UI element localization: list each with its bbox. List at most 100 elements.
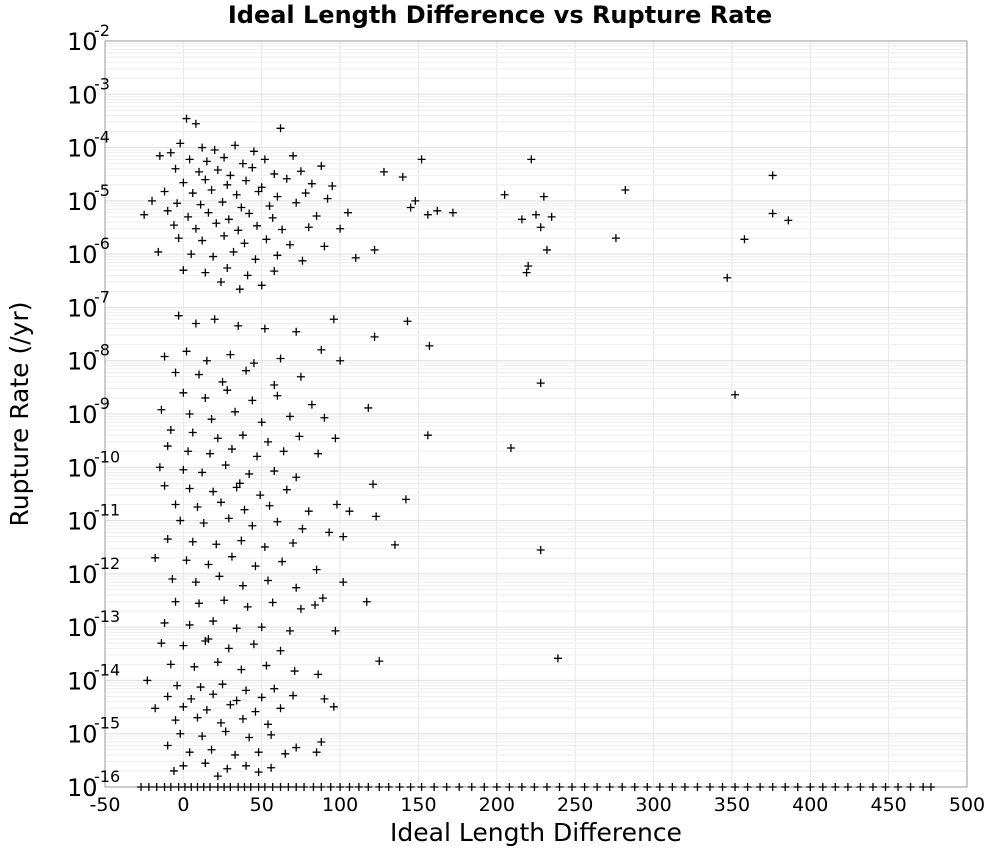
data-point bbox=[278, 557, 287, 566]
data-point bbox=[317, 783, 326, 791]
data-point bbox=[784, 216, 793, 225]
data-point bbox=[265, 202, 274, 211]
data-point bbox=[216, 278, 225, 287]
data-point bbox=[406, 203, 415, 212]
data-point bbox=[336, 783, 345, 791]
data-point bbox=[292, 783, 301, 791]
data-point bbox=[242, 176, 251, 185]
data-point bbox=[542, 245, 551, 254]
data-point bbox=[179, 761, 188, 770]
y-tick-base: 10 bbox=[67, 508, 98, 536]
data-point bbox=[240, 505, 249, 514]
data-point bbox=[307, 400, 316, 409]
data-point bbox=[282, 485, 291, 494]
x-tick-label: 200 bbox=[479, 794, 515, 816]
data-point bbox=[731, 783, 740, 791]
data-point bbox=[568, 783, 577, 791]
data-point bbox=[296, 372, 305, 381]
data-point bbox=[201, 268, 210, 277]
y-tick-exponent: -3 bbox=[94, 74, 110, 93]
data-point bbox=[298, 256, 307, 265]
data-point bbox=[213, 165, 222, 174]
data-point bbox=[276, 704, 285, 713]
data-point bbox=[268, 213, 277, 222]
data-point bbox=[231, 407, 240, 416]
data-point bbox=[262, 235, 271, 244]
data-point bbox=[403, 317, 412, 326]
data-point bbox=[618, 783, 627, 791]
y-tick-exponent: -2 bbox=[94, 21, 110, 40]
data-point bbox=[289, 151, 298, 160]
x-tick-label: 250 bbox=[557, 794, 593, 816]
data-point bbox=[171, 716, 180, 725]
data-point bbox=[226, 783, 235, 791]
data-point bbox=[894, 783, 903, 791]
data-point bbox=[257, 693, 266, 702]
data-points bbox=[137, 114, 935, 791]
data-point bbox=[547, 212, 556, 221]
data-point bbox=[345, 783, 354, 791]
data-point bbox=[201, 759, 210, 768]
data-point bbox=[245, 733, 254, 742]
data-point bbox=[593, 783, 602, 791]
data-point bbox=[185, 484, 194, 493]
data-point bbox=[190, 662, 199, 671]
data-point bbox=[289, 538, 298, 547]
data-point bbox=[273, 192, 282, 201]
data-point bbox=[292, 198, 301, 207]
data-point bbox=[193, 502, 202, 511]
data-point bbox=[243, 271, 252, 280]
data-point bbox=[215, 572, 224, 581]
y-tick-base: 10 bbox=[67, 561, 98, 589]
data-point bbox=[154, 247, 163, 256]
data-point bbox=[257, 418, 266, 427]
data-point bbox=[260, 155, 269, 164]
data-point bbox=[160, 618, 169, 627]
data-point bbox=[284, 783, 293, 791]
y-tick-exponent: -4 bbox=[94, 128, 110, 147]
data-point bbox=[218, 680, 227, 689]
data-point bbox=[298, 524, 307, 533]
x-axis-ticks: -50 0 50 100 150 200 250 300 350 400 450 500 bbox=[89, 794, 985, 816]
data-point bbox=[209, 487, 218, 496]
data-point bbox=[278, 225, 287, 234]
data-point bbox=[210, 315, 219, 324]
data-point bbox=[328, 182, 337, 191]
y-tick-exponent: -8 bbox=[94, 341, 110, 360]
data-point bbox=[232, 624, 241, 633]
data-point bbox=[169, 766, 178, 775]
data-point bbox=[370, 332, 379, 341]
data-point bbox=[173, 681, 182, 690]
data-point bbox=[249, 359, 258, 368]
data-point bbox=[831, 783, 840, 791]
data-point bbox=[237, 203, 246, 212]
data-point bbox=[185, 620, 194, 629]
data-point bbox=[325, 528, 334, 537]
data-point bbox=[256, 491, 265, 500]
data-point bbox=[176, 139, 185, 148]
data-point bbox=[166, 148, 175, 157]
data-point bbox=[285, 412, 294, 421]
data-point bbox=[262, 661, 271, 670]
data-point bbox=[201, 393, 210, 402]
data-point bbox=[417, 783, 426, 791]
data-point bbox=[398, 173, 407, 182]
y-axis-label: Rupture Rate (/yr) bbox=[5, 302, 34, 527]
data-point bbox=[263, 437, 272, 446]
data-point bbox=[768, 783, 777, 791]
x-axis-label: Ideal Length Difference bbox=[390, 818, 682, 847]
data-point bbox=[611, 234, 620, 243]
data-point bbox=[542, 783, 551, 791]
data-point bbox=[223, 386, 232, 395]
data-point bbox=[843, 783, 852, 791]
data-point bbox=[536, 223, 545, 232]
data-point bbox=[320, 694, 329, 703]
data-point bbox=[323, 194, 332, 203]
data-point bbox=[320, 242, 329, 251]
data-point bbox=[296, 167, 305, 176]
data-point bbox=[196, 200, 205, 209]
data-point bbox=[207, 745, 216, 754]
data-point bbox=[506, 444, 515, 453]
data-point bbox=[210, 146, 219, 155]
